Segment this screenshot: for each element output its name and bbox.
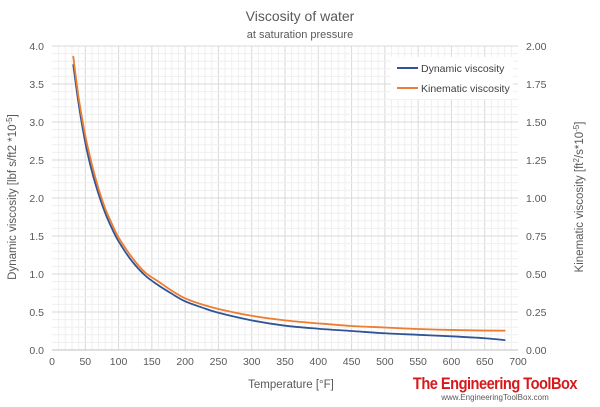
right-y-tick-label: 0.00 <box>526 345 547 357</box>
left-y-axis-ticks: 0.0 0.5 1.0 1.5 2.0 2.5 3.0 3.5 4.0 <box>29 41 44 357</box>
kinematic-viscosity-line <box>72 55 506 332</box>
left-y-axis-label: Dynamic viscosity [lbf s/ft2 *10-5] <box>5 114 19 280</box>
x-tick-label: 200 <box>176 356 194 368</box>
x-tick-label: 300 <box>243 356 261 368</box>
left-y-tick-label: 0.5 <box>29 307 44 319</box>
right-y-tick-label: 1.75 <box>526 79 547 91</box>
right-y-tick-label: 1.50 <box>526 117 547 129</box>
series-lines <box>72 55 506 342</box>
x-tick-label: 450 <box>343 356 361 368</box>
x-tick-label: 350 <box>276 356 294 368</box>
right-y-tick-label: 1.00 <box>526 193 547 205</box>
x-tick-label: 400 <box>310 356 328 368</box>
x-tick-label: 600 <box>443 356 461 368</box>
x-tick-label: 0 <box>49 356 55 368</box>
left-y-tick-label: 1.5 <box>29 231 44 243</box>
x-axis-label: Temperature [°F] <box>248 379 334 391</box>
x-tick-label: 700 <box>509 356 527 368</box>
right-y-axis-label: Kinematic viscosity [ft2/s*10-5] <box>572 122 586 273</box>
right-y-tick-label: 2.00 <box>526 41 547 53</box>
legend-box <box>391 57 513 99</box>
x-tick-label: 100 <box>110 356 128 368</box>
x-tick-label: 250 <box>210 356 228 368</box>
left-y-tick-label: 2.0 <box>29 193 44 205</box>
left-y-tick-label: 0.0 <box>29 345 44 357</box>
x-tick-label: 500 <box>376 356 394 368</box>
left-y-tick-label: 3.5 <box>29 79 44 91</box>
x-tick-label: 150 <box>143 356 161 368</box>
brand-url: www.EngineeringToolBox.com <box>441 393 549 402</box>
right-y-tick-label: 0.75 <box>526 231 547 243</box>
right-y-tick-label: 1.25 <box>526 155 547 167</box>
chart-title: Viscosity of water <box>246 8 355 24</box>
left-y-tick-label: 1.0 <box>29 269 44 281</box>
x-tick-label: 50 <box>79 356 91 368</box>
left-y-tick-label: 4.0 <box>29 41 44 53</box>
x-axis-ticks: 0 50 100 150 200 250 300 350 400 450 500 550 600 650 7… <box>49 356 527 368</box>
brand-name: The Engineering ToolBox <box>412 374 578 393</box>
left-y-tick-label: 3.0 <box>29 117 44 129</box>
chart-subtitle: at saturation pressure <box>247 29 353 41</box>
x-tick-label: 550 <box>409 356 427 368</box>
right-y-tick-label: 0.50 <box>526 269 547 281</box>
legend: Dynamic viscosity Kinematic viscosity <box>391 57 513 99</box>
legend-label-dynamic: Dynamic viscosity <box>421 63 505 75</box>
dynamic-viscosity-line <box>72 64 506 342</box>
brand-logo: The Engineering ToolBox www.EngineeringT… <box>395 374 595 402</box>
left-y-tick-label: 2.5 <box>29 155 44 167</box>
right-y-tick-label: 0.25 <box>526 307 547 319</box>
x-tick-label: 650 <box>476 356 494 368</box>
legend-label-kinematic: Kinematic viscosity <box>421 83 510 95</box>
right-y-axis-ticks: 0.00 0.25 0.50 0.75 1.00 1.25 1.50 1.75 2.00 <box>526 41 547 357</box>
